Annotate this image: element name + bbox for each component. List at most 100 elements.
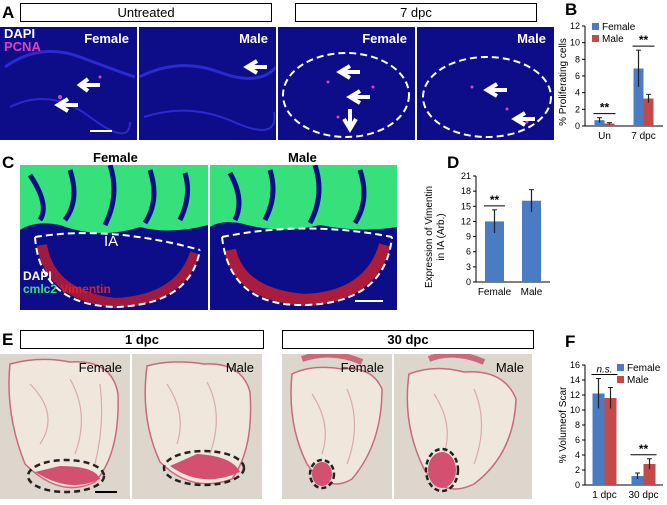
legend-label: Female	[627, 363, 661, 374]
micrograph-7dpc-male: Male	[417, 27, 554, 140]
legend-swatch	[617, 364, 624, 371]
sex-label: Female	[362, 31, 407, 46]
arrow-icon	[511, 111, 535, 127]
scale-bar	[90, 130, 112, 132]
y-tick-label: 12	[461, 216, 471, 226]
y-axis-label: % Proliferating cells	[558, 38, 569, 126]
significance-marker: **	[490, 193, 500, 207]
y-tick-label: 10	[570, 405, 580, 415]
arrow-icon	[483, 82, 507, 98]
y-tick-label: 6	[575, 435, 580, 445]
sex-label: Male	[288, 150, 317, 165]
bar	[604, 123, 615, 126]
y-tick-label: 0	[575, 121, 580, 131]
legend-label: Male	[627, 375, 649, 386]
scar-outline	[308, 458, 336, 490]
x-tick-label: 30 dpc	[628, 490, 658, 501]
arrow-icon	[76, 77, 100, 93]
sex-label: Female	[84, 31, 129, 46]
stain-cmlc2: cmlc2	[23, 282, 58, 296]
micrograph-c-male	[210, 165, 397, 310]
y-tick-label: 14	[570, 375, 580, 385]
significance-marker: n.s.	[596, 365, 612, 376]
scale-bar	[355, 300, 383, 302]
bar	[643, 464, 656, 485]
bar	[592, 393, 605, 485]
y-tick-label: 2	[575, 104, 580, 114]
y-tick-label: 21	[461, 171, 471, 181]
injury-outline	[34, 236, 201, 309]
group-label-1dpc: 1 dpc	[20, 330, 264, 349]
bar	[485, 221, 504, 282]
legend-label: Female	[602, 22, 636, 33]
stain-pcna: PCNA	[4, 39, 41, 54]
micrograph-c-female: IA DAPI cmlc2 Vimentin	[20, 165, 208, 310]
bar	[643, 98, 654, 126]
arrow-icon	[336, 64, 360, 80]
y-tick-label: 9	[466, 232, 471, 242]
x-tick-label: Male	[521, 287, 543, 298]
bar	[633, 68, 644, 126]
group-label-30dpc: 30 dpc	[282, 330, 534, 349]
y-tick-label: 6	[466, 247, 471, 257]
sex-label: Female	[78, 360, 122, 375]
y-tick-label: 4	[575, 450, 580, 460]
arrow-icon	[346, 89, 370, 105]
group-label-7dpc: 7 dpc	[295, 3, 537, 22]
arrow-icon	[342, 109, 358, 133]
sex-label: Male	[225, 360, 254, 375]
y-tick-label: 15	[461, 201, 471, 211]
injury-outline	[221, 236, 393, 307]
bar	[631, 476, 644, 485]
panel-label-c: C	[2, 153, 15, 172]
arrow-icon	[243, 59, 267, 75]
y-tick-label: 18	[461, 186, 471, 196]
legend-label: Male	[602, 34, 624, 45]
y-axis-label-line2: in IA (Arb.)	[436, 213, 447, 260]
micrograph-untreated-male: Male	[139, 27, 276, 140]
group-label-untreated: Untreated	[20, 3, 272, 22]
panel-label-e: E	[2, 330, 14, 349]
stain-legend: DAPI PCNA	[4, 27, 41, 53]
bar	[522, 200, 541, 282]
stain-vimentin: Vimentin	[60, 282, 111, 296]
sex-label: Male	[495, 360, 524, 375]
chart-f: % Volumeof Scar 0 2 4 6 8 10 12 14 16 1 dpc n.s. 30…	[558, 360, 663, 501]
bar	[594, 120, 605, 126]
ia-label: IA	[104, 233, 119, 250]
x-tick-label: Female	[478, 287, 512, 298]
x-tick-label: Un	[598, 131, 611, 142]
y-tick-label: 12	[570, 390, 580, 400]
stain-cmlc2-vimentin: cmlc2 Vimentin	[23, 283, 111, 296]
panel-label-a: A	[2, 3, 15, 22]
y-tick-label: 0	[575, 480, 580, 490]
histology-1dpc-female: Female	[0, 354, 130, 499]
x-tick-label: 1 dpc	[592, 490, 616, 501]
y-tick-label: 8	[575, 54, 580, 64]
stain-dapi: DAPI	[4, 27, 36, 41]
significance-marker: **	[600, 101, 610, 115]
bar	[604, 398, 617, 485]
legend-swatch	[592, 35, 599, 42]
y-axis-label-line1: Expression of Vimentin	[424, 186, 435, 288]
legend-swatch	[592, 23, 599, 30]
panel-label-d: D	[447, 153, 460, 172]
stain-dapi: DAPI	[23, 269, 52, 283]
significance-marker: **	[639, 442, 649, 456]
scar-outline	[26, 458, 106, 494]
chart-b: % Proliferating cells 0 2 4 6 8 10 12 Un ** 7 dpc…	[558, 21, 663, 142]
y-axis-label: % Volumeof Scar	[558, 386, 569, 463]
histology-30dpc-male: Male	[394, 354, 532, 499]
y-tick-label: 10	[570, 38, 580, 48]
histology-30dpc-female: Female	[282, 354, 392, 499]
y-tick-label: 8	[575, 420, 580, 430]
scar-outline	[162, 449, 246, 487]
y-tick-label: 4	[575, 88, 580, 98]
y-tick-label: 2	[575, 465, 580, 475]
y-tick-label: 16	[570, 360, 580, 370]
x-tick-label: 7 dpc	[631, 131, 655, 142]
sex-label: Male	[239, 31, 268, 46]
y-tick-label: 6	[575, 71, 580, 81]
micrograph-7dpc-female: Female	[278, 27, 415, 140]
sex-label: Male	[517, 31, 546, 46]
